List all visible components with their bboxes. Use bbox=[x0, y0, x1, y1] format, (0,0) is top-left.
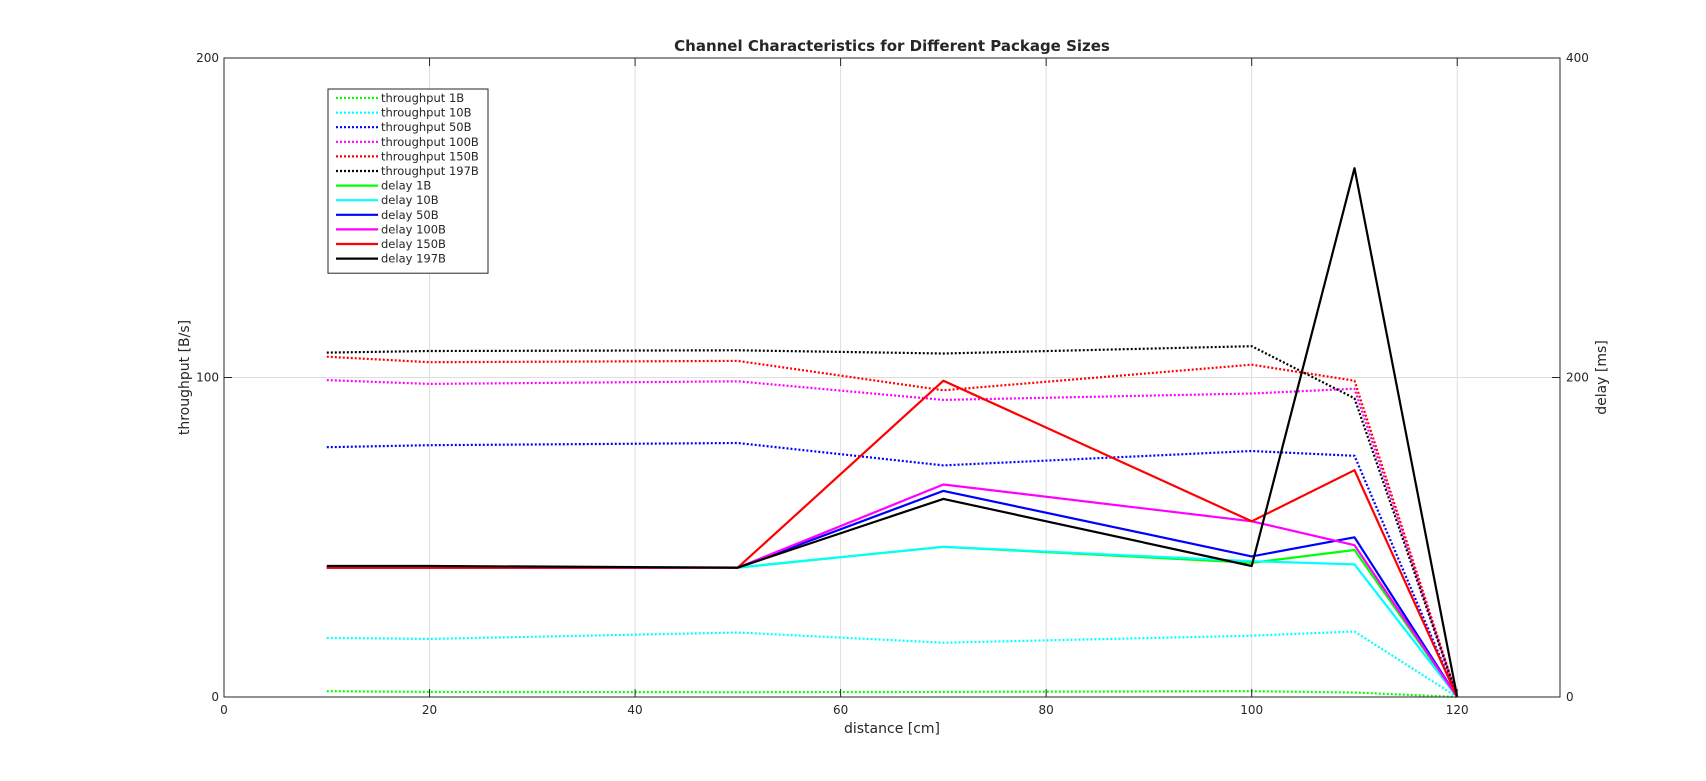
series-line-throughput-150b bbox=[326, 355, 1459, 698]
legend-label: delay 197B bbox=[381, 252, 446, 266]
legend-label: delay 50B bbox=[381, 208, 439, 222]
x-tick-label: 20 bbox=[422, 703, 437, 717]
series-line-throughput-197b bbox=[326, 345, 1459, 698]
legend-label: delay 10B bbox=[381, 193, 439, 207]
legend-label: throughput 150B bbox=[381, 149, 479, 163]
legend-label: throughput 197B bbox=[381, 164, 479, 178]
legend-label: delay 1B bbox=[381, 179, 431, 193]
series-line-delay-197b bbox=[326, 167, 1459, 698]
series-line-throughput-10b bbox=[326, 630, 1458, 698]
legend-label: delay 100B bbox=[381, 222, 446, 236]
y-left-tick-label: 100 bbox=[196, 371, 219, 385]
y-axis-label-right: delay [ms] bbox=[1594, 340, 1610, 415]
y-left-tick-label: 0 bbox=[211, 690, 219, 704]
x-tick-label: 80 bbox=[1039, 703, 1054, 717]
chart-title: Channel Characteristics for Different Pa… bbox=[674, 37, 1110, 55]
series-line-throughput-1b bbox=[326, 690, 1458, 699]
x-axis-label: distance [cm] bbox=[844, 721, 940, 737]
y-right-tick-label: 0 bbox=[1566, 690, 1574, 704]
series-layer bbox=[326, 167, 1459, 699]
x-tick-label: 100 bbox=[1240, 703, 1263, 717]
y-right-tick-label: 200 bbox=[1566, 371, 1589, 385]
x-tick-label: 60 bbox=[833, 703, 848, 717]
series-line-throughput-100b bbox=[326, 379, 1459, 698]
legend-label: delay 150B bbox=[381, 237, 446, 251]
y-right-tick-label: 400 bbox=[1566, 51, 1589, 65]
series-line-throughput-50b bbox=[326, 441, 1459, 698]
legend-label: throughput 100B bbox=[381, 135, 479, 149]
legend-box bbox=[327, 88, 489, 274]
legend-label: throughput 1B bbox=[381, 91, 464, 105]
x-tick-label: 120 bbox=[1446, 703, 1469, 717]
x-tick-label: 40 bbox=[627, 703, 642, 717]
series-line-delay-150b bbox=[326, 379, 1459, 698]
ticks: 0 20 40 60 80 100 120 0 100 200 0 200 400 bbox=[196, 51, 1589, 717]
x-tick-label: 0 bbox=[220, 703, 228, 717]
legend-label: throughput 10B bbox=[381, 106, 472, 120]
y-left-tick-label: 200 bbox=[196, 51, 219, 65]
legend-label: throughput 50B bbox=[381, 120, 472, 134]
y-axis-label-left: throughput [B/s] bbox=[177, 320, 193, 435]
